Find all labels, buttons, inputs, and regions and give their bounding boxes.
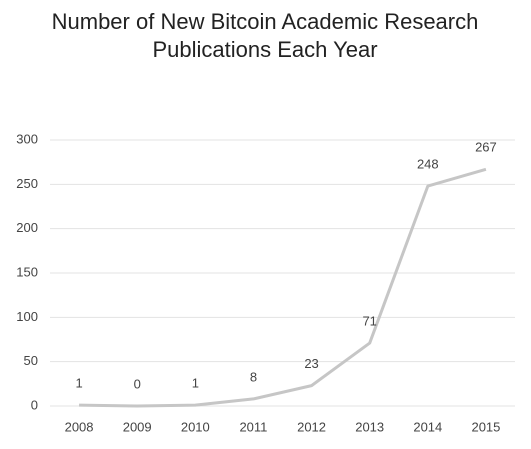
x-tick-label: 2014 bbox=[413, 419, 442, 434]
y-tick-label: 200 bbox=[16, 220, 38, 235]
x-tick-label: 2008 bbox=[65, 419, 94, 434]
data-label: 1 bbox=[75, 376, 82, 391]
chart-title: Number of New Bitcoin Academic Research … bbox=[51, 9, 479, 62]
data-label: 71 bbox=[362, 313, 376, 328]
y-tick-label: 250 bbox=[16, 176, 38, 191]
x-tick-label: 2010 bbox=[181, 419, 210, 434]
y-tick-label: 50 bbox=[24, 353, 38, 368]
data-label: 8 bbox=[250, 369, 257, 384]
x-tick-label: 2015 bbox=[471, 419, 500, 434]
data-label: 248 bbox=[417, 157, 439, 172]
x-tick-label: 2011 bbox=[239, 419, 267, 434]
x-tick-label: 2013 bbox=[355, 419, 384, 434]
y-tick-label: 300 bbox=[16, 131, 38, 146]
data-label: 1 bbox=[192, 376, 199, 391]
line bbox=[79, 167, 487, 408]
x-tick-label: 2012 bbox=[297, 419, 326, 434]
x-tick-label: 2009 bbox=[123, 419, 152, 434]
y-tick-label: 0 bbox=[31, 397, 38, 412]
y-tick-label: 150 bbox=[16, 264, 38, 279]
data-label: 267 bbox=[475, 140, 497, 155]
data-label: 23 bbox=[304, 356, 318, 371]
data-label: 0 bbox=[134, 376, 141, 391]
y-tick-label: 100 bbox=[16, 309, 38, 324]
